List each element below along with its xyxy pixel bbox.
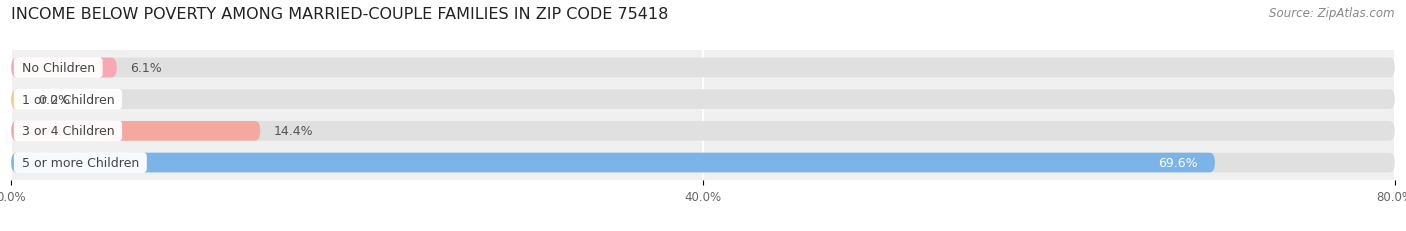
FancyBboxPatch shape — [11, 58, 1395, 78]
Text: 1 or 2 Children: 1 or 2 Children — [18, 93, 118, 106]
Text: INCOME BELOW POVERTY AMONG MARRIED-COUPLE FAMILIES IN ZIP CODE 75418: INCOME BELOW POVERTY AMONG MARRIED-COUPL… — [11, 7, 669, 22]
Text: Source: ZipAtlas.com: Source: ZipAtlas.com — [1270, 7, 1395, 20]
FancyBboxPatch shape — [11, 153, 1215, 173]
FancyBboxPatch shape — [11, 90, 24, 109]
FancyBboxPatch shape — [11, 122, 260, 141]
Text: 5 or more Children: 5 or more Children — [18, 156, 143, 169]
FancyBboxPatch shape — [11, 153, 1395, 173]
FancyBboxPatch shape — [11, 90, 1395, 109]
Text: 0.0%: 0.0% — [38, 93, 70, 106]
FancyBboxPatch shape — [11, 58, 117, 78]
Text: 14.4%: 14.4% — [274, 125, 314, 138]
Text: 6.1%: 6.1% — [131, 62, 162, 75]
Text: 69.6%: 69.6% — [1159, 156, 1198, 169]
FancyBboxPatch shape — [11, 122, 1395, 141]
Text: No Children: No Children — [18, 62, 98, 75]
Text: 3 or 4 Children: 3 or 4 Children — [18, 125, 118, 138]
